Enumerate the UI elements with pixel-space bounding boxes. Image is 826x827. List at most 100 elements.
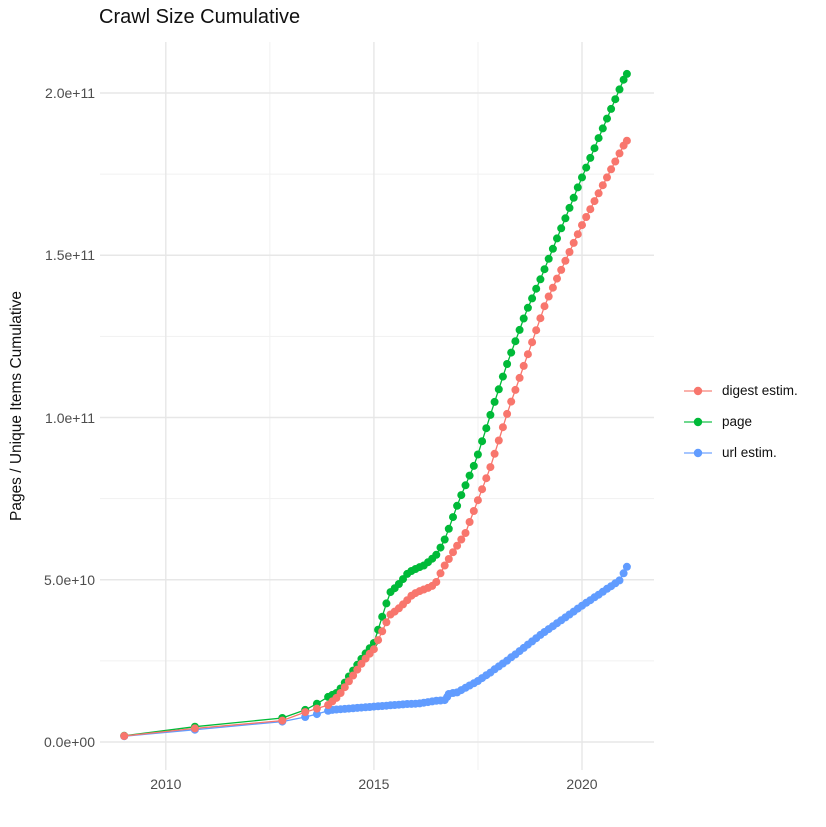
data-point <box>190 724 199 733</box>
y-tick-label: 0.0e+00 <box>44 734 95 750</box>
legend-label: page <box>722 414 753 429</box>
data-point <box>586 205 595 214</box>
data-point <box>469 461 478 470</box>
x-tick-label: 2015 <box>358 776 390 792</box>
legend-label: digest estim. <box>722 383 798 398</box>
y-tick-label: 1.0e+11 <box>45 409 95 426</box>
data-point <box>511 385 520 394</box>
data-point <box>561 214 570 223</box>
data-point <box>590 144 599 153</box>
data-point <box>440 561 449 570</box>
legend: digest estim. page url estim. <box>683 375 798 468</box>
data-point <box>569 193 578 202</box>
data-point <box>432 578 441 586</box>
data-point <box>603 114 611 123</box>
y-tick-label: 5.0e+10 <box>44 571 95 588</box>
data-point <box>594 189 603 198</box>
data-point <box>312 704 321 713</box>
data-point <box>444 555 453 563</box>
data-point <box>507 348 516 357</box>
data-point <box>528 338 537 347</box>
data-point <box>349 671 358 680</box>
data-point <box>440 535 449 544</box>
data-point <box>340 683 349 692</box>
data-point <box>436 569 445 578</box>
data-point <box>369 645 378 654</box>
data-point <box>540 302 549 311</box>
data-point <box>436 543 445 552</box>
data-point <box>622 69 631 78</box>
data-point <box>473 450 482 459</box>
data-point <box>622 562 631 571</box>
data-point <box>582 163 591 172</box>
series-digest-estim- <box>120 136 631 740</box>
data-point <box>473 496 482 505</box>
data-point <box>598 124 607 133</box>
data-point <box>444 524 453 533</box>
page-title: Crawl Size Cumulative <box>99 6 301 28</box>
data-point <box>607 104 616 113</box>
data-point <box>469 507 478 515</box>
data-point <box>622 136 631 145</box>
legend-label: url estim. <box>722 445 777 460</box>
data-point <box>565 248 574 256</box>
data-point <box>374 636 383 645</box>
data-point <box>503 409 512 418</box>
data-point <box>507 397 516 406</box>
data-point <box>586 153 595 162</box>
data-point <box>465 471 474 480</box>
data-point <box>378 627 387 636</box>
data-point <box>615 576 624 585</box>
data-point <box>523 303 532 312</box>
data-point <box>482 424 491 433</box>
data-point <box>615 149 624 158</box>
data-point <box>478 485 487 494</box>
data-point <box>573 230 582 239</box>
data-point <box>607 165 616 174</box>
data-point <box>515 373 524 382</box>
data-point <box>578 173 586 182</box>
data-point <box>553 234 561 243</box>
data-point <box>449 513 457 522</box>
data-point <box>515 325 524 334</box>
legend-item-page: page <box>683 406 798 437</box>
data-point <box>490 397 499 406</box>
data-point <box>453 541 462 550</box>
data-point <box>528 294 537 303</box>
data-point <box>120 732 129 740</box>
data-point <box>301 708 310 717</box>
data-point <box>611 157 620 166</box>
y-tick-label: 1.5e+11 <box>45 247 95 264</box>
data-point <box>486 410 495 419</box>
data-point <box>453 501 462 510</box>
data-point <box>494 385 503 394</box>
data-point <box>503 360 512 368</box>
data-point <box>603 173 611 182</box>
data-point <box>465 518 474 526</box>
data-point <box>378 612 387 621</box>
data-point <box>532 284 541 293</box>
data-point <box>578 221 586 230</box>
data-point <box>478 437 487 446</box>
data-point <box>457 491 466 500</box>
data-point <box>590 197 599 206</box>
data-point <box>336 689 345 697</box>
data-point <box>482 474 491 483</box>
x-tick-label: 2020 <box>566 776 598 792</box>
data-point <box>536 314 545 323</box>
data-point <box>557 265 566 274</box>
data-point <box>615 85 624 94</box>
data-point <box>561 256 570 265</box>
data-point <box>548 283 557 292</box>
legend-item-url-estim: url estim. <box>683 437 798 468</box>
data-point <box>449 548 457 557</box>
data-point <box>486 463 495 472</box>
data-point <box>344 677 353 686</box>
data-point <box>557 224 566 233</box>
data-point <box>382 599 391 608</box>
data-point <box>498 423 507 432</box>
data-point <box>582 213 591 221</box>
data-point <box>536 275 545 284</box>
